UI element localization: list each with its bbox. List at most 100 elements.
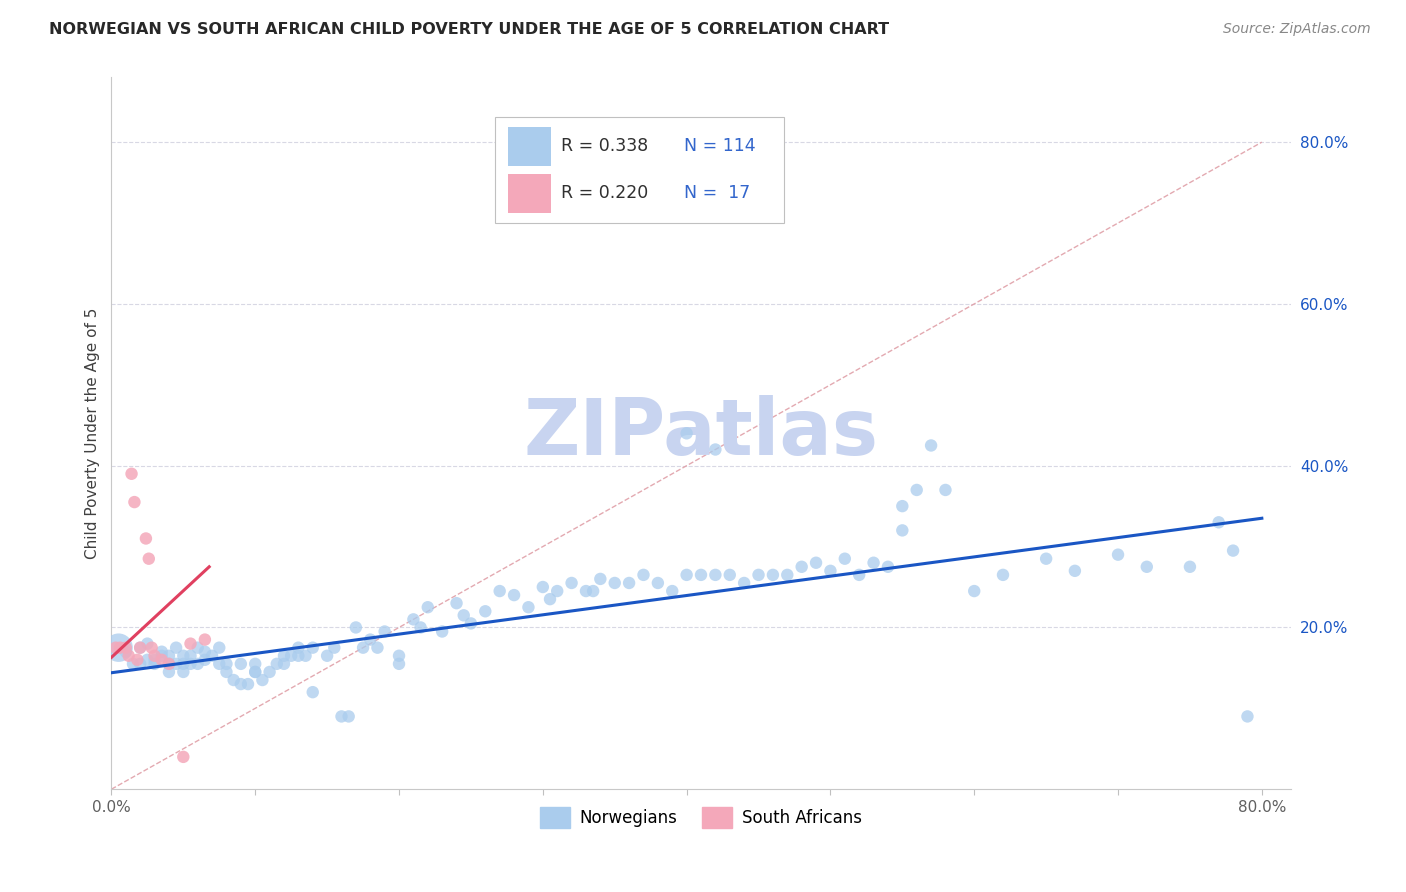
Point — [172, 648, 194, 663]
Point — [647, 576, 669, 591]
Point — [143, 653, 166, 667]
Point — [337, 709, 360, 723]
Point — [366, 640, 388, 655]
Point — [460, 616, 482, 631]
Point — [531, 580, 554, 594]
Point — [194, 653, 217, 667]
Point — [877, 559, 900, 574]
Point — [905, 483, 928, 497]
Point — [157, 657, 180, 671]
Legend: Norwegians, South Africans: Norwegians, South Africans — [533, 801, 869, 834]
Point — [804, 556, 827, 570]
Point — [891, 524, 914, 538]
Text: Source: ZipAtlas.com: Source: ZipAtlas.com — [1223, 22, 1371, 37]
Point — [136, 637, 159, 651]
Point — [820, 564, 842, 578]
Point — [747, 567, 769, 582]
Point — [474, 604, 496, 618]
Point — [538, 592, 561, 607]
Point — [215, 665, 238, 679]
Point — [236, 677, 259, 691]
Point — [135, 532, 157, 546]
Point — [1136, 559, 1159, 574]
Point — [430, 624, 453, 639]
Point — [704, 567, 727, 582]
Point — [790, 559, 813, 574]
Point — [991, 567, 1014, 582]
Point — [108, 640, 131, 655]
Point — [127, 653, 149, 667]
Point — [1107, 548, 1129, 562]
Point — [229, 657, 252, 671]
Text: N =  17: N = 17 — [685, 185, 751, 202]
Point — [273, 657, 295, 671]
Point — [141, 640, 163, 655]
Point — [1236, 709, 1258, 723]
Point — [245, 657, 267, 671]
Point — [143, 648, 166, 663]
Point — [1222, 543, 1244, 558]
Point — [1035, 551, 1057, 566]
Text: N = 114: N = 114 — [685, 137, 756, 155]
Point — [561, 576, 583, 591]
Text: NORWEGIAN VS SOUTH AFRICAN CHILD POVERTY UNDER THE AGE OF 5 CORRELATION CHART: NORWEGIAN VS SOUTH AFRICAN CHILD POVERTY… — [49, 22, 890, 37]
Point — [138, 551, 160, 566]
Point — [402, 612, 425, 626]
Point — [374, 624, 396, 639]
Point — [201, 648, 224, 663]
Point — [122, 657, 145, 671]
Point — [675, 426, 697, 441]
Text: R = 0.338: R = 0.338 — [561, 137, 648, 155]
Point — [215, 657, 238, 671]
Point — [222, 673, 245, 687]
Point — [316, 648, 339, 663]
Point — [245, 665, 267, 679]
Point — [287, 648, 309, 663]
Point — [150, 653, 173, 667]
Point — [409, 620, 432, 634]
Point — [617, 576, 640, 591]
Point — [129, 640, 152, 655]
Point — [266, 657, 288, 671]
Point — [245, 665, 267, 679]
Point — [503, 588, 526, 602]
Point — [661, 584, 683, 599]
Point — [718, 567, 741, 582]
Point — [453, 608, 475, 623]
Point — [208, 640, 231, 655]
Point — [603, 576, 626, 591]
Point — [359, 632, 381, 647]
Point — [582, 584, 605, 599]
Point — [416, 600, 439, 615]
Point — [165, 640, 187, 655]
Point — [301, 685, 323, 699]
Point — [1178, 559, 1201, 574]
Point — [118, 648, 141, 663]
Point — [323, 640, 346, 655]
Point — [172, 665, 194, 679]
Point — [150, 645, 173, 659]
Point — [172, 750, 194, 764]
Point — [157, 657, 180, 671]
Point — [388, 657, 411, 671]
Point — [165, 657, 187, 671]
Point — [194, 645, 217, 659]
Point — [129, 640, 152, 655]
Point — [229, 677, 252, 691]
Point — [388, 648, 411, 663]
Point — [150, 648, 173, 663]
Point — [848, 567, 870, 582]
Point — [575, 584, 598, 599]
Point — [776, 567, 799, 582]
Point — [208, 657, 231, 671]
Point — [114, 645, 136, 659]
Point — [179, 648, 201, 663]
Point — [675, 567, 697, 582]
Point — [862, 556, 884, 570]
Point — [172, 657, 194, 671]
Point — [252, 673, 274, 687]
Point — [280, 648, 302, 663]
Point — [136, 653, 159, 667]
Point — [259, 665, 281, 679]
Point — [762, 567, 785, 582]
